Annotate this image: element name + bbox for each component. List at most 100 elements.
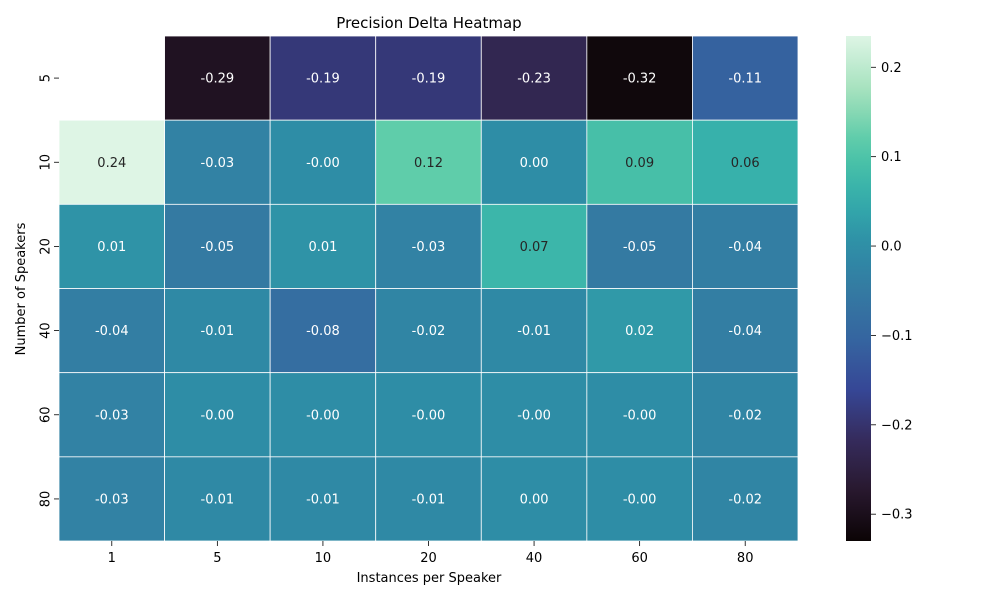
cell-value-label: -0.03 — [95, 492, 129, 507]
cell-value-label: -0.01 — [306, 492, 340, 507]
heatmap-cell — [586, 35, 693, 121]
heatmap-cells: -0.29 -0.19 -0.19 -0.23 -0.32 -0.11 0.24 -0.03 -… — [58, 35, 799, 542]
cell-value-label: -0.11 — [728, 72, 762, 87]
colorbar-tick-label: 0.1 — [881, 150, 902, 165]
y-tick-label: 20 — [39, 238, 54, 255]
cell-value-label: 0.07 — [520, 240, 549, 255]
y-tick-label: 80 — [39, 491, 54, 508]
y-tick-label: 40 — [39, 322, 54, 339]
heatmap-cell — [269, 203, 377, 289]
cell-value-label: -0.19 — [306, 72, 340, 87]
cell-value-label: 0.02 — [625, 324, 654, 339]
x-tick-label: 1 — [108, 551, 116, 566]
heatmap-cell — [692, 203, 799, 289]
heatmap-cell — [164, 372, 271, 458]
colorbar-tick-label: −0.1 — [881, 329, 913, 344]
heatmap-cell — [269, 35, 377, 121]
heatmap-cell — [164, 456, 271, 542]
heatmap-cell — [692, 35, 799, 121]
heatmap-cell — [480, 456, 588, 542]
heatmap-cell — [586, 203, 693, 289]
cell-value-label: -0.01 — [412, 492, 446, 507]
y-axis-label: Number of Speakers — [14, 222, 29, 355]
heatmap-cell — [586, 456, 693, 542]
cell-value-label: 0.01 — [97, 240, 126, 255]
y-axis-ticks: 5 10 20 40 60 80 — [39, 74, 59, 508]
cell-value-label: -0.23 — [517, 72, 551, 87]
cell-value-label: -0.01 — [201, 324, 235, 339]
cell-value-label: -0.00 — [623, 408, 657, 423]
cell-value-label: -0.02 — [412, 324, 446, 339]
cell-value-label: 0.12 — [414, 156, 443, 171]
cell-value-label: -0.08 — [306, 324, 340, 339]
heatmap-cell — [58, 288, 165, 374]
heatmap-cell — [164, 203, 271, 289]
heatmap-cell — [480, 203, 588, 289]
cell-value-label: -0.03 — [201, 156, 235, 171]
cell-value-label: -0.02 — [728, 492, 762, 507]
y-tick-label: 60 — [39, 406, 54, 423]
heatmap-cell — [375, 35, 482, 121]
cell-value-label: -0.00 — [412, 408, 446, 423]
x-tick-label: 5 — [213, 551, 221, 566]
heatmap-cell — [375, 119, 482, 205]
x-tick-label: 10 — [315, 551, 332, 566]
heatmap-cell — [375, 372, 482, 458]
cell-value-label: -0.01 — [517, 324, 551, 339]
cell-value-label: 0.24 — [97, 156, 126, 171]
colorbar-ticks: 0.2 0.1 0.0 −0.1 −0.2 −0.3 — [871, 61, 913, 523]
x-tick-label: 40 — [526, 551, 543, 566]
y-tick-label: 5 — [39, 74, 54, 82]
colorbar-tick-label: −0.3 — [881, 508, 913, 523]
heatmap-cell — [269, 456, 377, 542]
colorbar-tick-label: −0.2 — [881, 418, 913, 433]
heatmap-cell — [692, 119, 799, 205]
heatmap-cell — [375, 456, 482, 542]
heatmap-cell — [692, 288, 799, 374]
colorbar-tick-label: 0.0 — [881, 240, 902, 255]
x-axis-label: Instances per Speaker — [357, 571, 502, 586]
cell-value-label: -0.32 — [623, 72, 657, 87]
cell-value-label: -0.02 — [728, 408, 762, 423]
heatmap-cell — [586, 119, 693, 205]
heatmap-cell — [164, 288, 271, 374]
colorbar — [846, 36, 871, 541]
cell-value-label: -0.00 — [306, 156, 340, 171]
cell-value-label: 0.00 — [520, 156, 549, 171]
x-tick-label: 20 — [420, 551, 437, 566]
heatmap-cell — [480, 35, 588, 121]
cell-value-label: -0.04 — [728, 240, 762, 255]
colorbar-tick-label: 0.2 — [881, 61, 902, 76]
heatmap-cell — [164, 119, 271, 205]
cell-value-label: -0.00 — [201, 408, 235, 423]
cell-value-label: -0.00 — [517, 408, 551, 423]
cell-value-label: 0.06 — [731, 156, 760, 171]
cell-value-label: -0.00 — [623, 492, 657, 507]
heatmap-cell — [58, 456, 165, 542]
x-tick-label: 80 — [737, 551, 754, 566]
cell-value-label: 0.01 — [308, 240, 337, 255]
cell-value-label: -0.03 — [412, 240, 446, 255]
heatmap-cell — [58, 372, 165, 458]
cell-value-label: 0.00 — [520, 492, 549, 507]
cell-value-label: -0.01 — [201, 492, 235, 507]
cell-value-label: -0.00 — [306, 408, 340, 423]
cell-value-label: 0.09 — [625, 156, 654, 171]
heatmap-cell — [164, 35, 271, 121]
heatmap-cell — [269, 288, 377, 374]
cell-value-label: -0.04 — [728, 324, 762, 339]
cell-value-label: -0.05 — [623, 240, 657, 255]
cell-value-label: -0.05 — [201, 240, 235, 255]
heatmap-cell — [375, 203, 482, 289]
cell-value-label: -0.19 — [412, 72, 446, 87]
y-tick-label: 10 — [39, 154, 54, 171]
cell-value-label: -0.04 — [95, 324, 129, 339]
x-axis-ticks: 1 5 10 20 40 60 80 — [108, 541, 754, 566]
heatmap-cell — [480, 288, 588, 374]
x-tick-label: 60 — [631, 551, 648, 566]
cell-value-label: -0.03 — [95, 408, 129, 423]
chart-title: Precision Delta Heatmap — [336, 14, 521, 32]
cell-value-label: -0.29 — [201, 72, 235, 87]
heatmap-cell — [58, 203, 165, 289]
